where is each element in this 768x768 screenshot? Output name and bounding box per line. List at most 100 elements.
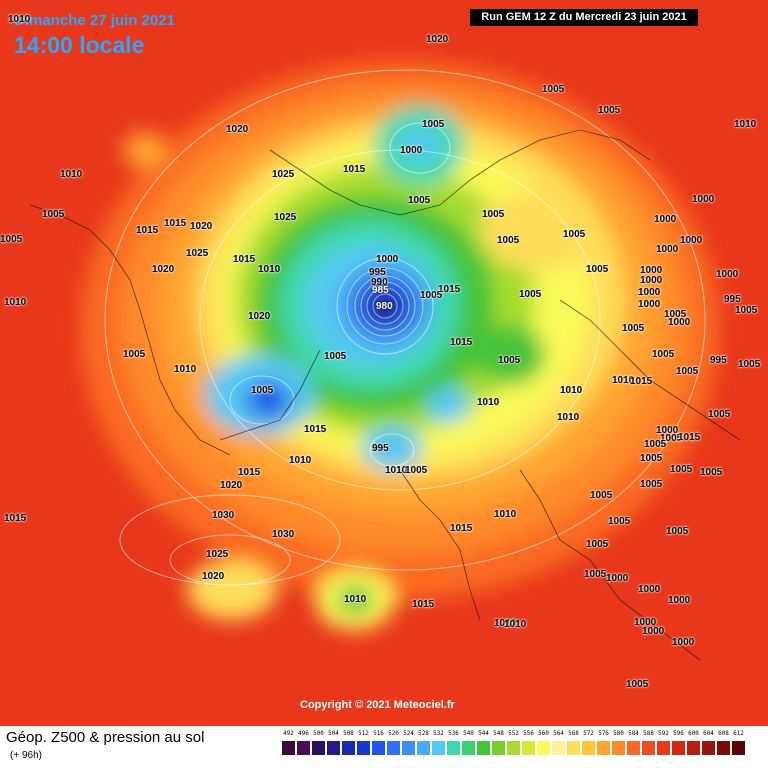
isobar-label: 1005	[123, 349, 146, 360]
isobar-label: 1005	[563, 229, 586, 240]
isobar-label: 1010	[174, 364, 197, 375]
isobar-label: 1010	[289, 455, 312, 466]
legend-label: 532	[433, 730, 444, 737]
legend-bar	[282, 741, 750, 755]
isobar-label: 980	[376, 301, 393, 312]
isobar-label: 1005	[405, 465, 428, 476]
legend-label: 592	[658, 730, 669, 737]
isobar-label: 1015	[233, 254, 256, 265]
isobar-label: 1005	[735, 305, 758, 316]
isobar-label: 1015	[412, 599, 435, 610]
legend-swatch	[732, 741, 745, 755]
isobar-label: 1005	[519, 289, 542, 300]
isobar-label: 1005	[251, 385, 274, 396]
legend-label: 548	[493, 730, 504, 737]
legend-label: 560	[538, 730, 549, 737]
forecast-map: Dimanche 27 juin 2021 14:00 locale Run G…	[0, 9, 761, 711]
isobar-label: 1030	[212, 510, 235, 521]
legend-label: 528	[418, 730, 429, 737]
isobar-label: 1005	[542, 84, 565, 95]
isobar-label: 1005	[586, 539, 609, 550]
isobar-label: 1010	[504, 619, 527, 630]
isobar-label: 1010	[734, 119, 757, 130]
legend-label: 600	[688, 730, 699, 737]
isobar-label: 1030	[272, 529, 295, 540]
isobar-label: 1005	[660, 433, 683, 444]
legend-label: 536	[448, 730, 459, 737]
legend-label: 540	[463, 730, 474, 737]
legend-label: 568	[568, 730, 579, 737]
isobar-label: 1005	[497, 235, 520, 246]
isobar-label: 1000	[638, 584, 661, 595]
legend-swatch	[417, 741, 430, 755]
legend-label: 500	[313, 730, 324, 737]
legend-swatch	[342, 741, 355, 755]
copyright: Copyright © 2021 Meteociel.fr	[300, 699, 455, 711]
isobar-label: 1015	[450, 523, 473, 534]
legend-label: 556	[523, 730, 534, 737]
legend-swatch	[462, 741, 475, 755]
legend-label: 552	[508, 730, 519, 737]
isobar-label: 1000	[640, 275, 663, 286]
isobar-label: 1025	[272, 169, 295, 180]
isobar-label: 1005	[0, 234, 23, 245]
isobar-label: 1010	[8, 14, 31, 25]
isobar-label: 1005	[670, 464, 693, 475]
legend-label: 520	[388, 730, 399, 737]
isobar-label: 1020	[202, 571, 225, 582]
legend-label: 544	[478, 730, 489, 737]
isobar-label: 1010	[60, 169, 83, 180]
isobar-label: 1020	[248, 311, 271, 322]
isobar-label: 1005	[420, 290, 443, 301]
legend-swatch	[642, 741, 655, 755]
isobar-label: 995	[710, 355, 727, 366]
isobar-label: 1010	[557, 412, 580, 423]
isobar-label: 1005	[422, 119, 445, 130]
isobar-label: 1005	[738, 359, 761, 370]
legend-swatch	[597, 741, 610, 755]
legend-swatch	[477, 741, 490, 755]
legend-swatch	[582, 741, 595, 755]
isobar-label: 1015	[630, 376, 653, 387]
isobar-label: 1000	[638, 299, 661, 310]
isobar-label: 1005	[652, 349, 675, 360]
isobar-label: 1025	[186, 248, 209, 259]
isobar-label: 1005	[622, 323, 645, 334]
legend-labels: 492 496 500 504 508 512 516 520 524 528 532 536 540 5…	[282, 730, 750, 739]
isobar-label: 1015	[4, 513, 27, 524]
isobar-label: 1015	[678, 432, 701, 443]
isobar-label: 1000	[672, 637, 695, 648]
legend-swatch	[552, 741, 565, 755]
isobar-label: 1020	[152, 264, 175, 275]
isobar-label: 1005	[644, 439, 667, 450]
isobar-label: 1010	[494, 509, 517, 520]
legend-swatch	[627, 741, 640, 755]
isobar-label: 1015	[238, 467, 261, 478]
isobar-label: 1010	[560, 385, 583, 396]
map-title: Géop. Z500 & pression au sol	[6, 729, 205, 746]
isobar-label: 1005	[482, 209, 505, 220]
legend-swatch	[432, 741, 445, 755]
isobar-label: 1000	[634, 617, 657, 628]
legend-swatch	[387, 741, 400, 755]
isobar-label: 1000	[640, 265, 663, 276]
legend-label: 516	[373, 730, 384, 737]
isobar-label: 985	[372, 285, 389, 296]
isobar-label: 1000	[638, 287, 661, 298]
color-legend: 492 496 500 504 508 512 516 520 524 528 532 536 540 5…	[282, 730, 750, 755]
isobar-label: 1000	[642, 626, 665, 637]
isobar-label: 1005	[590, 490, 613, 501]
isobar-label: 1015	[136, 225, 159, 236]
legend-swatch	[447, 741, 460, 755]
legend-label: 572	[583, 730, 594, 737]
legend-swatch	[492, 741, 505, 755]
legend-swatch	[672, 741, 685, 755]
isobar-label: 1010	[4, 297, 27, 308]
isobar-label: 1000	[668, 595, 691, 606]
isobar-label: 1005	[640, 453, 663, 464]
isobar-label: 1000	[656, 244, 679, 255]
legend-label: 524	[403, 730, 414, 737]
legend-swatch	[522, 741, 535, 755]
legend-swatch	[372, 741, 385, 755]
isobar-label: 1015	[164, 218, 187, 229]
